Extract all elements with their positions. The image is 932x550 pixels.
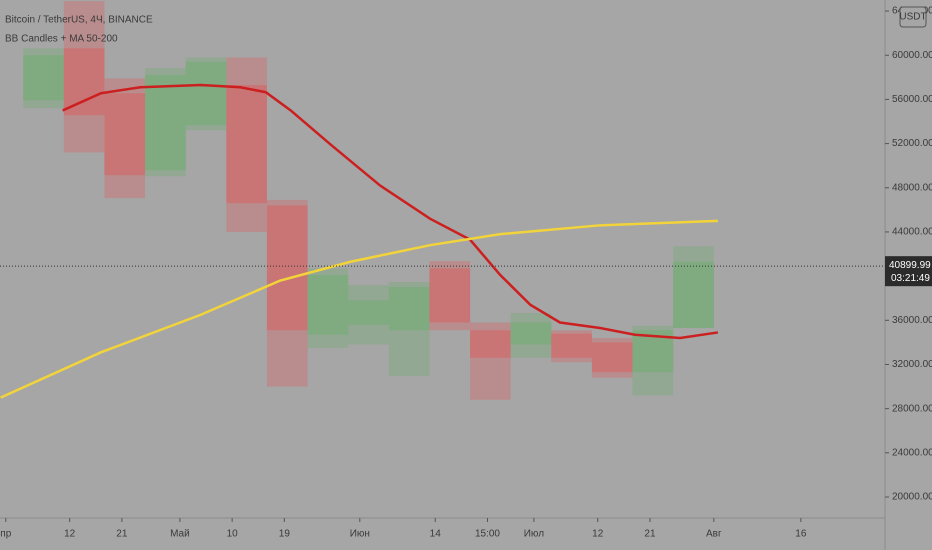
currency-label[interactable]: USDT [899,12,926,23]
candle-body [307,275,349,335]
x-tick-label: 12 [592,529,604,540]
x-tick-label: Май [170,529,190,540]
candle-body [63,48,105,116]
candle-body [388,287,430,331]
indicator-label: BB Candles + MA 50-200 [5,34,118,45]
x-tick-label: пр [0,529,11,540]
x-tick-label: 14 [430,529,442,540]
y-tick-label: 52000.00 [892,138,932,149]
candle-body [510,322,552,345]
candle-body [591,342,633,373]
countdown-label: 03:21:49 [891,273,930,284]
y-tick-label: 44000.00 [892,227,932,238]
y-tick-label: 56000.00 [892,94,932,105]
x-tick-label: 12 [64,529,76,540]
last-price-label: 40899.99 [889,260,931,271]
chart-title: Bitcoin / TetherUS, 4Ч, BINANCE [5,15,153,26]
moving-average [0,219,718,399]
last-price-box [885,256,932,287]
x-tick-label: 16 [795,529,807,540]
currency-button[interactable] [899,6,927,28]
x-tick-label: 15:00 [475,529,500,540]
candle-body [673,261,714,329]
candle-body [348,300,389,325]
y-tick-label: 32000.00 [892,359,932,370]
x-tick-label: 19 [279,529,291,540]
y-tick-label: 48000.00 [892,182,932,193]
candle-body [266,205,308,331]
y-tick-label: 28000.00 [892,403,932,414]
candle-body [429,268,471,323]
x-tick-label: Июн [350,529,370,540]
candle-body [470,330,511,358]
candle-body [226,85,267,204]
y-tick-label: 60000.00 [892,50,932,61]
candle-body [185,61,227,126]
candle-body [23,55,64,101]
y-tick-label: 36000.00 [892,315,932,326]
plot-area [0,1,885,400]
candle-body [104,93,146,176]
x-tick-label: 21 [116,529,128,540]
x-tick-label: Авг [706,529,722,540]
candle-body [551,333,592,358]
x-tick-label: Июл [524,529,544,540]
axes: 20000.00 24000.00 28000.00 32000.00 36000.00… [0,6,932,540]
y-tick-label: 24000.00 [892,447,932,458]
y-tick-label: 20000.00 [892,492,932,503]
candle-body [145,75,186,171]
x-tick-label: 10 [227,529,239,540]
moving-average [62,83,719,340]
x-tick-label: 21 [644,529,656,540]
